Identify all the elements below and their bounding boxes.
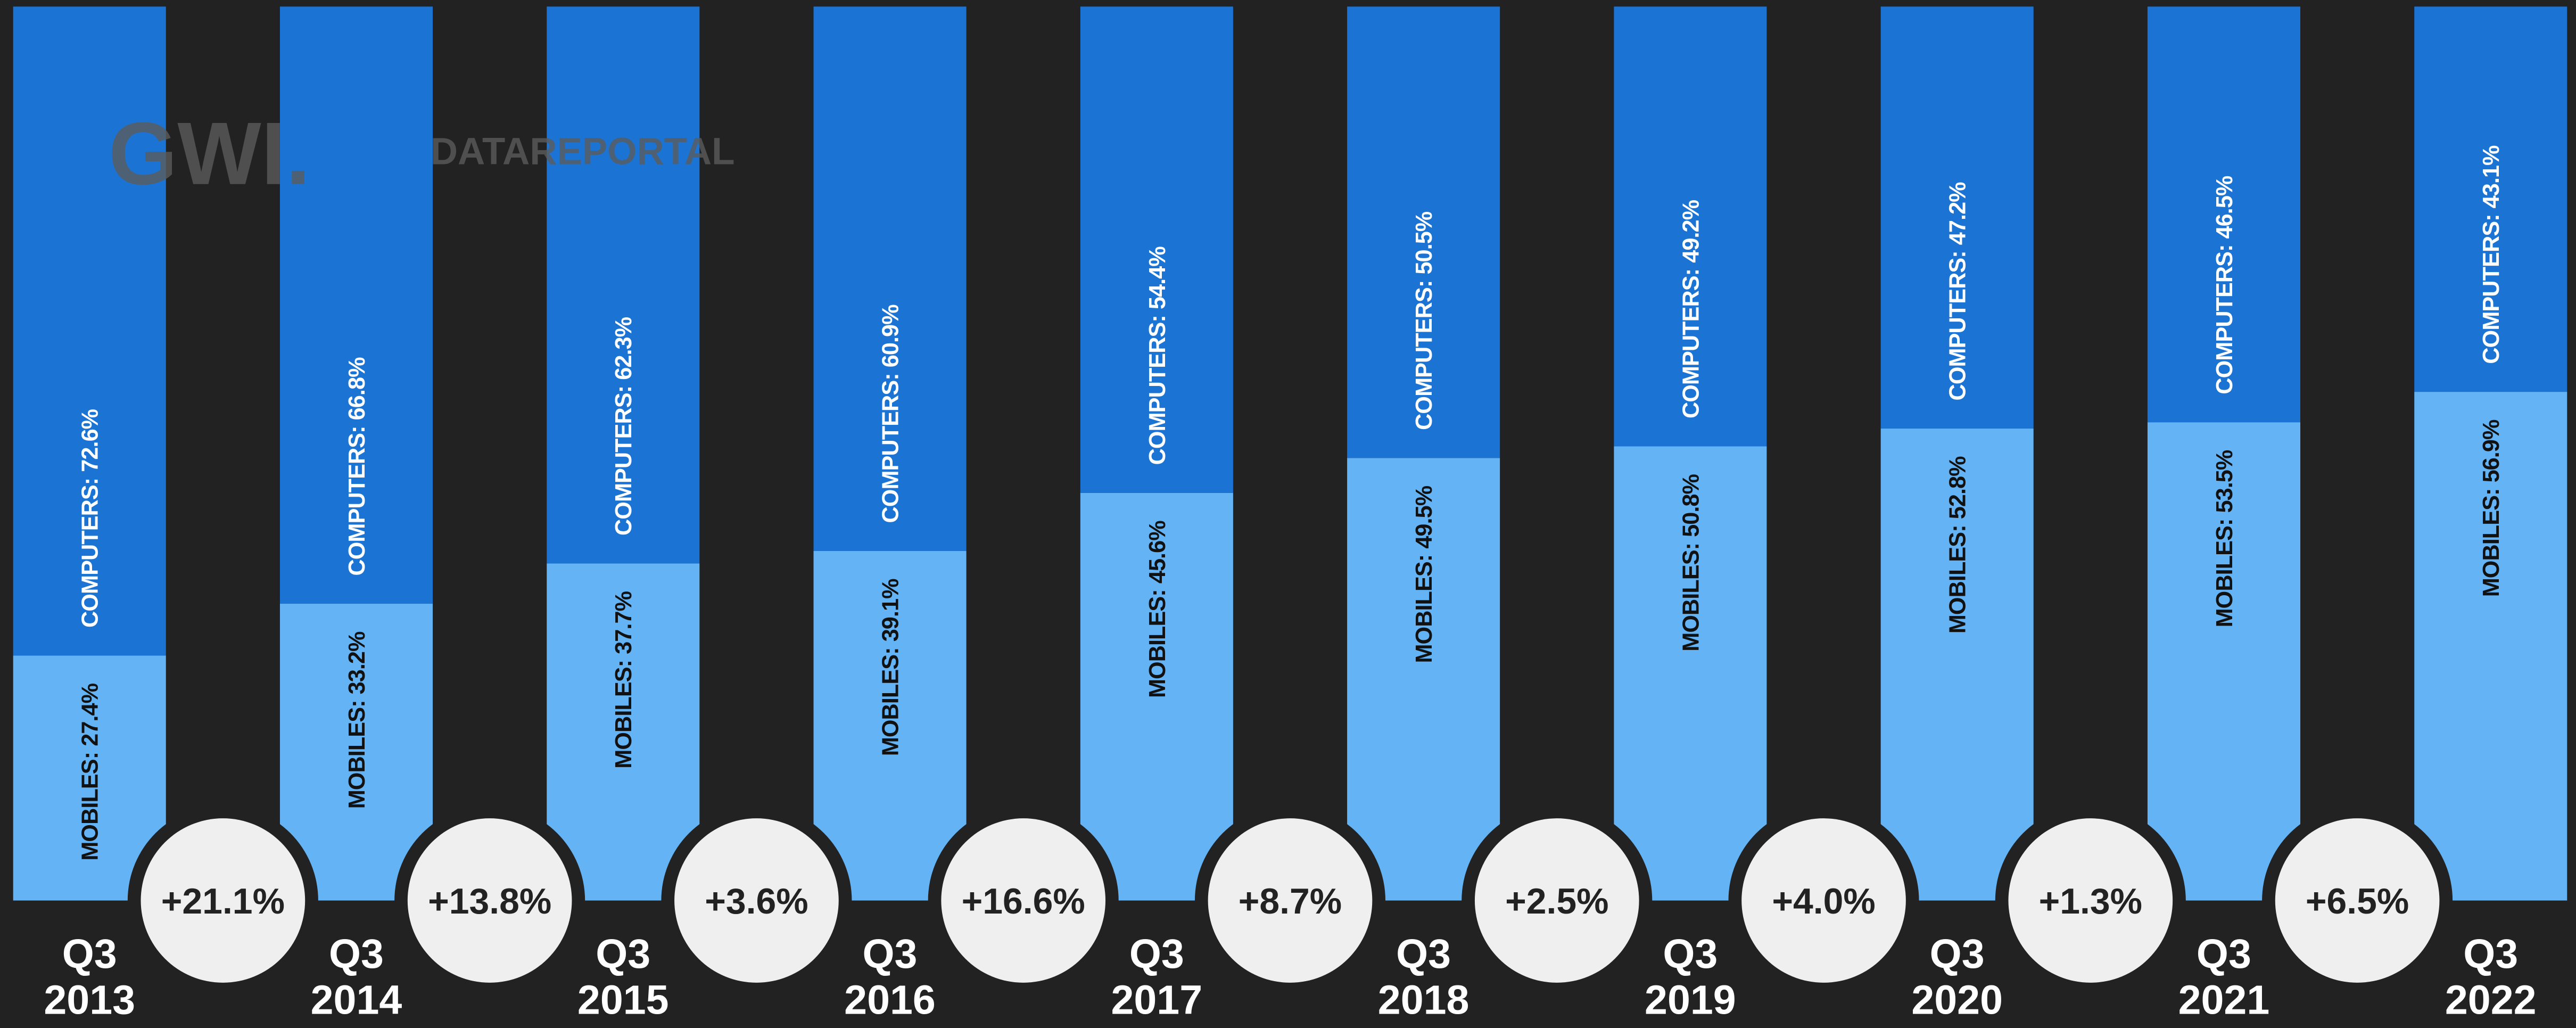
change-label: +16.6% [962,882,1085,922]
data-label: MOBILES: 56.9% [2479,420,2504,597]
watermark: GWI. [109,104,311,203]
bar-segment [2414,6,2567,392]
change-label: +1.3% [2039,882,2142,922]
bar-segment [1080,6,1233,493]
x-tick-label: Q3 2019 [1645,932,1736,1024]
data-label: MOBILES: 45.6% [1145,521,1170,698]
bar-segment [1614,446,1767,901]
change-label: +2.5% [1505,882,1608,922]
data-label: COMPUTERS: 66.8% [344,357,370,576]
bar-segment [1880,428,2034,901]
change-label: +3.6% [705,882,808,922]
x-tick-label: Q3 2018 [1377,932,1469,1024]
data-label: MOBILES: 39.1% [878,579,903,756]
bar-segment [1880,6,2034,429]
x-tick-label: Q3 2016 [844,932,936,1024]
bar-segment [279,604,433,901]
watermark: DATAREPORTAL [431,131,735,173]
data-label: MOBILES: 27.4% [78,683,103,860]
change-badge [1208,818,1373,983]
x-tick-label: Q3 2015 [577,932,669,1024]
bar-segment [2147,6,2300,423]
data-label: COMPUTERS: 43.1% [2479,145,2504,364]
bar-segment [1347,6,1500,458]
bar-segment [279,6,433,604]
data-label: MOBILES: 49.5% [1411,486,1437,663]
change-badge [1474,818,1639,983]
change-label: +6.5% [2306,882,2409,922]
x-tick-label: Q3 2017 [1111,932,1203,1024]
change-label: +8.7% [1239,882,1342,922]
data-label: MOBILES: 50.8% [1678,474,1704,651]
bar-segment [1347,458,1500,901]
data-label: COMPUTERS: 47.2% [1945,182,1971,401]
change-badge [2275,818,2440,983]
x-tick-label: Q3 2022 [2445,932,2537,1024]
bar-segment [547,6,700,564]
bar-segment [1614,6,1767,447]
bar-segment [547,563,700,901]
x-tick-label: Q3 2014 [310,932,402,1024]
data-label: COMPUTERS: 62.3% [611,317,637,536]
data-label: COMPUTERS: 72.6% [78,409,103,628]
data-label: COMPUTERS: 49.2% [1678,200,1704,418]
change-badge [941,818,1106,983]
data-label: MOBILES: 37.7% [611,591,637,768]
bar-segment [13,6,166,656]
bar-segment [2147,422,2300,901]
data-label: MOBILES: 52.8% [1945,456,1971,634]
data-label: COMPUTERS: 54.4% [1145,246,1170,465]
change-label: +13.8% [428,882,551,922]
x-tick-label: Q3 2013 [44,932,136,1024]
change-label: +4.0% [1772,882,1875,922]
data-label: COMPUTERS: 50.5% [1411,211,1437,430]
change-label: +21.1% [161,882,285,922]
change-badge [1741,818,1906,983]
change-badge [141,818,306,983]
bar-segment [1080,492,1233,901]
bar-segment [813,6,967,551]
data-label: MOBILES: 53.5% [2212,450,2238,627]
change-badge [674,818,839,983]
bar-segment [813,550,967,901]
data-label: COMPUTERS: 46.5% [2212,176,2238,394]
change-badge [2008,818,2173,983]
change-badge [407,818,572,983]
data-label: MOBILES: 33.2% [344,631,370,809]
bar-segment [2414,392,2567,901]
data-label: COMPUTERS: 60.9% [878,305,903,523]
x-tick-label: Q3 2020 [1911,932,2003,1024]
x-tick-label: Q3 2021 [2178,932,2270,1024]
